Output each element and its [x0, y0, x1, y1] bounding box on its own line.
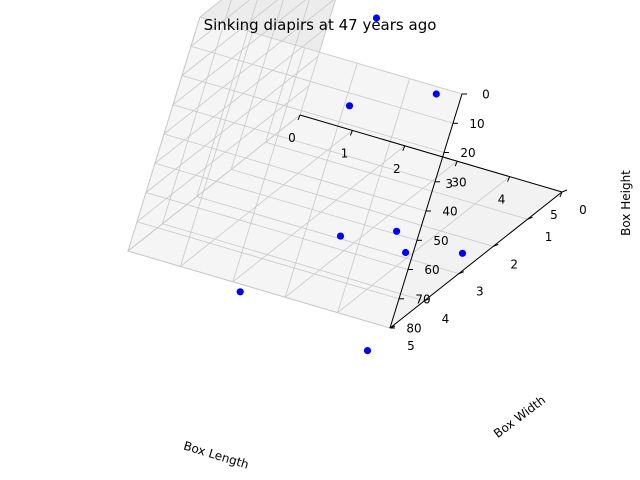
z-tick-label: 0: [482, 88, 490, 102]
grid-line-y: [196, 196, 459, 274]
grid-line-z: [145, 192, 409, 270]
y-tick-label: 0: [579, 203, 587, 217]
chart-title: Sinking diapirs at 47 years ago: [204, 16, 437, 34]
y-tick-label: 2: [510, 257, 518, 271]
grid-line-x: [284, 160, 458, 298]
y-tick-label: 3: [476, 285, 484, 299]
x-tick-mark: [402, 145, 406, 151]
data-point: [432, 90, 440, 98]
grid-line-z: [190, 45, 454, 124]
grid-line-z: [127, 114, 301, 252]
data-point: [336, 232, 345, 240]
grid-line-z: [154, 162, 418, 241]
axis-panes: [126, 0, 564, 329]
grid-line-z: [181, 75, 445, 153]
data-point: [393, 227, 401, 235]
grid-line-z: [163, 133, 427, 212]
grid-line-z: [172, 0, 307, 106]
grid-line-x: [337, 176, 510, 313]
x-tick-mark: [454, 161, 458, 167]
grid-line-z: [181, 0, 279, 76]
z-tick-label: 80: [406, 322, 421, 336]
data-point: [458, 249, 467, 257]
grid-line-z: [145, 56, 319, 193]
y-axis-line: [389, 191, 563, 329]
y-axis-label: Box Width: [491, 393, 548, 441]
data-point: [363, 347, 372, 355]
x-tick-label: 3: [445, 177, 453, 191]
z-tick-label: 10: [469, 117, 484, 131]
x-axis-label: Box Length: [182, 439, 251, 472]
x-tick-label: 2: [393, 162, 401, 176]
data-point: [345, 102, 354, 110]
grid-line-z: [127, 250, 391, 329]
grid-line-z: [163, 0, 335, 135]
z-tick-label: 20: [460, 146, 475, 160]
y-tick-mark: [424, 298, 430, 302]
x-tick-mark: [559, 191, 563, 198]
grid-line-x: [232, 145, 406, 283]
grid-line-y: [265, 141, 528, 220]
x-tick-label: 1: [341, 146, 349, 160]
grid-line-y: [162, 223, 425, 302]
data-point: [236, 288, 244, 296]
grid-line-y: [231, 169, 494, 247]
y-tick-mark: [527, 216, 533, 220]
grid-line-y: [299, 0, 336, 116]
grid-line-z: [172, 104, 436, 183]
grid-line-x: [180, 130, 353, 267]
grid-line-z: [190, 0, 251, 47]
x-tick-mark: [507, 176, 511, 182]
y-tick-mark: [493, 243, 499, 247]
grid-line-z: [136, 85, 310, 223]
y-tick-mark: [561, 189, 568, 193]
grid-line-z: [154, 26, 328, 164]
data-point: [372, 14, 381, 22]
z-tick-label: 30: [451, 175, 466, 189]
x-tick-mark: [297, 114, 301, 121]
x-tick-label: 5: [550, 208, 558, 222]
x-tick-label: 4: [498, 193, 506, 207]
y-tick-label: 1: [545, 230, 553, 244]
grid-lines: [127, 0, 563, 329]
z-tick-label: 60: [424, 263, 439, 277]
y-tick-mark: [458, 271, 464, 275]
x-tick-mark: [349, 130, 353, 136]
y-tick-label: 5: [407, 339, 415, 353]
x-axis-line: [299, 114, 563, 193]
grid-line-z: [199, 16, 463, 95]
grid-line-z: [136, 221, 400, 300]
data-point: [402, 248, 410, 257]
x-tick-label: 0: [288, 131, 296, 145]
z-axis-label: Box Height: [619, 170, 633, 236]
y-tick-label: 4: [442, 312, 450, 326]
z-tick-label: 40: [442, 205, 457, 219]
z-tick-label: 50: [433, 234, 448, 248]
axis-lines: [297, 93, 568, 329]
data-points: [236, 14, 467, 355]
z-tick-label: 70: [415, 292, 430, 306]
